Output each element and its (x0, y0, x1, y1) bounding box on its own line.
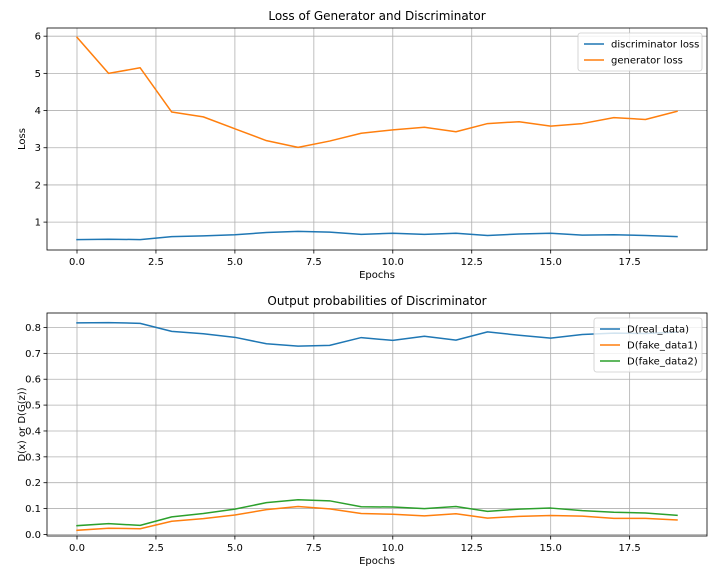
plot-frame (46, 27, 708, 251)
x-tick-label: 15.0 (540, 257, 562, 268)
x-tick-label: 12.5 (461, 257, 483, 268)
y-tick-label: 6 (35, 32, 41, 43)
x-tick-label: 0.0 (69, 543, 85, 554)
y-axis-label: Loss (17, 128, 28, 150)
legend-label: D(real_data) (627, 325, 689, 336)
plot-frame (46, 312, 708, 537)
probability-chart: Output probabilities of Discriminator Ep… (17, 294, 708, 567)
x-tick-label: 10.0 (382, 257, 404, 268)
x-tick-label: 5.0 (227, 257, 243, 268)
legend-label: discriminator loss (611, 40, 699, 51)
y-tick-label: 0.5 (25, 401, 41, 412)
y-tick-label: 0.4 (25, 426, 41, 437)
legend-label: generator loss (611, 56, 683, 67)
y-tick-label: 0.2 (25, 478, 41, 489)
legend-label: D(fake_data1) (627, 341, 698, 352)
chart-title: Output probabilities of Discriminator (267, 294, 486, 308)
x-axis-label: Epochs (359, 556, 395, 567)
legend-box (577, 32, 703, 72)
series-line-discriminator-loss (76, 230, 678, 241)
y-tick-label: 0.1 (25, 504, 41, 515)
y-tick-label: 0.6 (25, 375, 41, 386)
y-tick-label: 4 (35, 106, 41, 117)
chart-title: Loss of Generator and Discriminator (268, 9, 485, 23)
x-tick-label: 2.5 (148, 257, 164, 268)
y-tick-label: 0.3 (25, 452, 41, 463)
y-tick-label: 5 (35, 69, 41, 80)
x-tick-label: 7.5 (306, 543, 322, 554)
y-axis-label: D(x) or D(G(z)) (17, 387, 28, 461)
y-tick-label: 0.7 (25, 349, 41, 360)
y-tick-label: 0.8 (25, 323, 41, 334)
x-tick-label: 15.0 (540, 543, 562, 554)
y-tick-label: 2 (35, 180, 41, 191)
series-line-generator-loss (75, 36, 678, 149)
x-tick-label: 0.0 (69, 257, 85, 268)
legend-label: D(fake_data2) (627, 357, 698, 368)
gridlines (47, 313, 707, 536)
series-line-d-fake-data2 (76, 499, 678, 527)
x-tick-label: 12.5 (461, 543, 483, 554)
legend: D(real_data) D(fake_data1) D(fake_data2) (593, 317, 703, 373)
x-tick-label: 17.5 (618, 257, 640, 268)
legend-box (593, 317, 703, 373)
loss-chart: Loss of Generator and Discriminator Epoc… (17, 9, 708, 281)
x-tick-label: 10.0 (382, 543, 404, 554)
x-tick-label: 17.5 (618, 543, 640, 554)
x-tick-label: 7.5 (306, 257, 322, 268)
x-tick-label: 2.5 (148, 543, 164, 554)
series-line-d-fake-data1 (76, 505, 678, 532)
y-tick-label: 3 (35, 143, 41, 154)
series-line-d-real-data (76, 321, 678, 347)
x-axis-label: Epochs (359, 270, 395, 281)
legend: discriminator loss generator loss (577, 32, 703, 72)
y-tick-label: 0.0 (25, 530, 41, 541)
y-tick-label: 1 (35, 218, 41, 229)
x-tick-label: 5.0 (227, 543, 243, 554)
